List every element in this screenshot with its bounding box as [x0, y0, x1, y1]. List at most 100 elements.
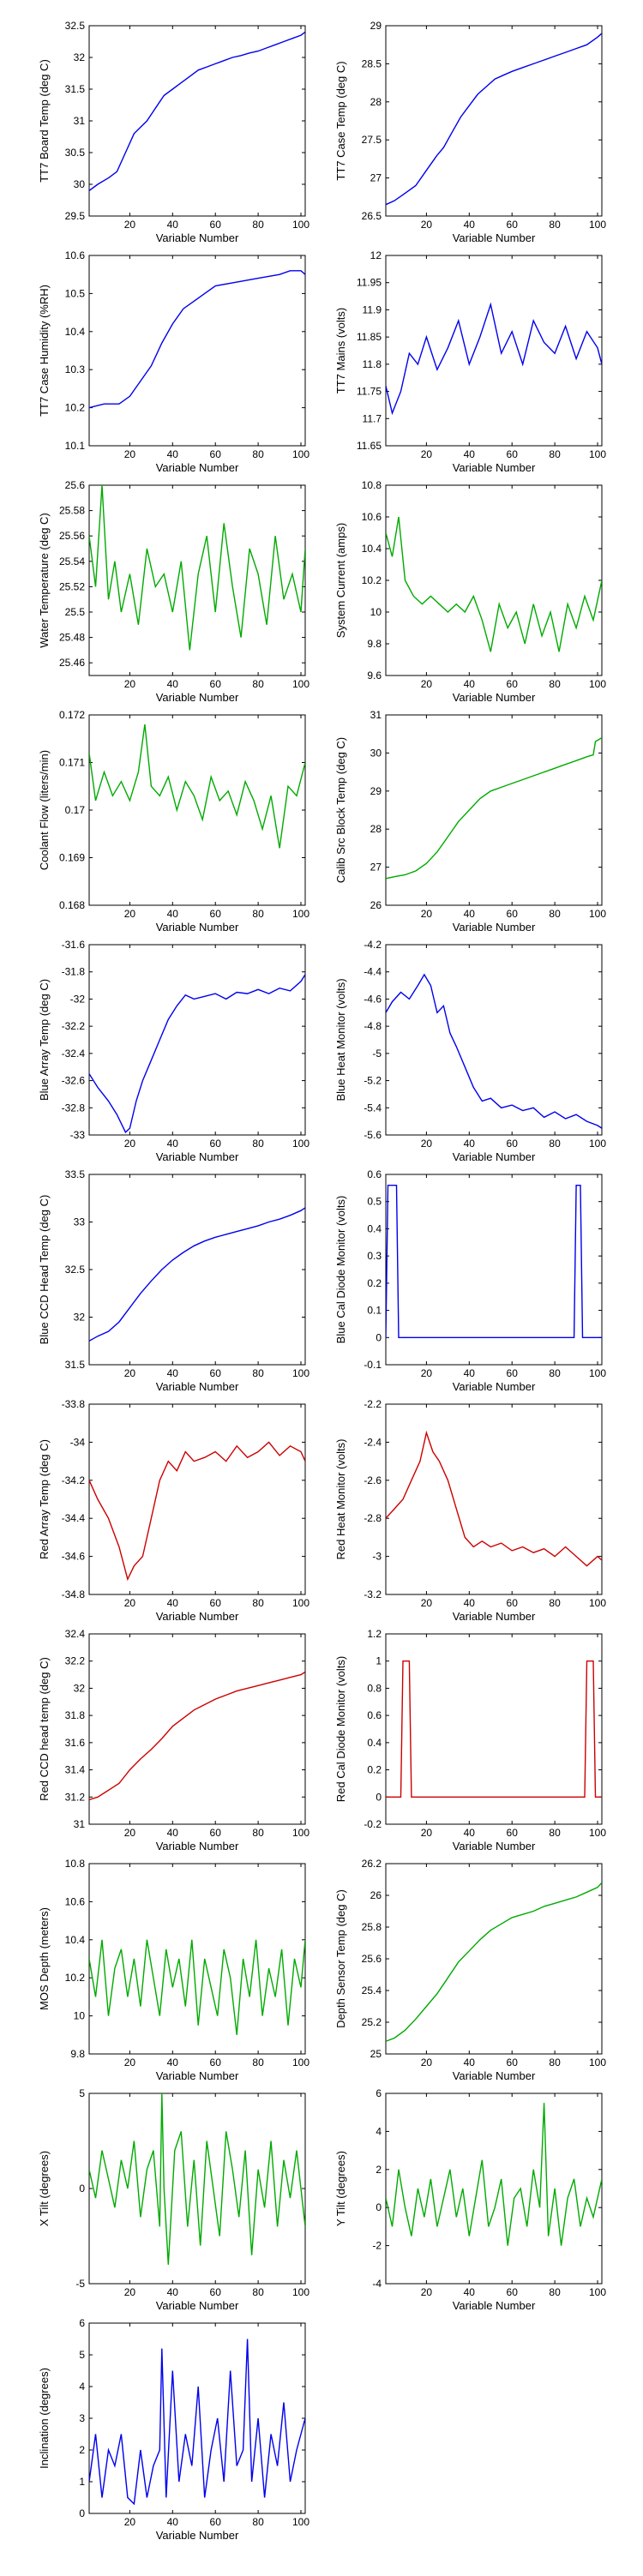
x-tick-label: 40: [167, 1597, 179, 1609]
y-tick-label: 5: [79, 2087, 85, 2099]
x-tick-label: 80: [549, 2057, 561, 2069]
y-tick-label: 11.8: [363, 358, 382, 370]
y-tick-label: 0: [376, 1791, 382, 1803]
y-tick-label: 33.5: [65, 1168, 86, 1180]
x-tick-label: 80: [549, 219, 561, 231]
x-tick-label: 20: [124, 1138, 136, 1150]
x-tick-label: 80: [252, 1138, 264, 1150]
y-axis-label: Red Cal Diode Monitor (volts): [334, 1656, 347, 1803]
chart-panel-9: 20 40 60 80 100 -33 -32.8 -32.6 -32.4 -32.2 -32 -31…: [38, 939, 309, 1163]
y-tick-label: 0.5: [367, 1196, 382, 1208]
y-tick-label: 29.5: [65, 210, 86, 222]
data-line: [89, 724, 305, 849]
x-axis-label: Variable Number: [156, 2069, 239, 2082]
x-tick-label: 40: [464, 1827, 476, 1839]
x-axis-label: Variable Number: [156, 2299, 239, 2312]
plot-frame: [385, 484, 603, 676]
y-tick-label: 0: [376, 1331, 382, 1343]
x-tick-label: 20: [421, 2057, 433, 2069]
x-tick-label: 100: [589, 1827, 606, 1839]
chart-panel-18: 20 40 60 80 100 25 25.2 25.4 25.6 25.8 26 26.2 Varia…: [334, 1858, 606, 2082]
y-tick-label: -4.2: [364, 939, 382, 951]
y-tick-label: 31: [74, 1818, 86, 1830]
x-tick-label: 20: [124, 448, 136, 460]
y-tick-label: 3: [79, 2412, 85, 2424]
y-tick-label: -5.6: [364, 1129, 382, 1141]
plot-frame: [88, 25, 306, 217]
y-tick-label: 25.8: [362, 1921, 382, 1933]
chart-panel-16: 20 40 60 80 100 -0.2 0 0.2 0.4 0.6 0.8 1 1.2 Variable…: [334, 1628, 606, 1852]
data-line: [386, 1430, 602, 1567]
y-tick-label: 25: [370, 2048, 382, 2060]
x-tick-label: 80: [549, 1367, 561, 1379]
y-axis-label: Red Heat Monitor (volts): [334, 1439, 347, 1560]
y-tick-label: 32: [74, 1682, 86, 1694]
x-axis-label: Variable Number: [453, 1150, 536, 1163]
y-tick-label: 0: [79, 2507, 85, 2519]
x-axis-label: Variable Number: [156, 921, 239, 934]
x-tick-label: 40: [167, 1367, 179, 1379]
x-tick-label: 60: [507, 908, 519, 920]
y-tick-label: 25.52: [59, 580, 85, 592]
chart-panel-1: 20 40 60 80 100 29.5 30 30.5 31 31.5 32 32.5 Variabl…: [38, 20, 309, 244]
x-axis-label: Variable Number: [453, 1610, 536, 1623]
y-tick-label: 9.6: [367, 670, 382, 682]
data-line: [386, 302, 602, 416]
y-tick-label: 1: [376, 1655, 382, 1667]
y-tick-label: 32.4: [65, 1628, 86, 1640]
x-tick-label: 100: [292, 1367, 309, 1379]
x-tick-label: 40: [464, 2057, 476, 2069]
y-tick-label: 11.85: [357, 331, 382, 343]
x-tick-label: 20: [421, 1597, 433, 1609]
x-tick-label: 60: [507, 1367, 519, 1379]
y-tick-label: -4.6: [364, 993, 382, 1005]
x-tick-label: 20: [421, 1367, 433, 1379]
y-tick-label: 10: [370, 606, 382, 618]
x-axis-label: Variable Number: [156, 691, 239, 704]
y-tick-label: -4.4: [364, 966, 382, 978]
y-axis-label: Red CCD head temp (deg C): [38, 1657, 51, 1801]
x-tick-label: 100: [589, 1138, 606, 1150]
y-tick-label: -5: [372, 1048, 382, 1060]
y-tick-label: -32.6: [62, 1075, 86, 1087]
data-line: [89, 485, 305, 651]
y-tick-label: 10.6: [362, 511, 382, 523]
y-tick-label: 0: [79, 2183, 85, 2195]
x-tick-label: 100: [292, 2286, 309, 2298]
y-tick-label: 25.2: [362, 2016, 382, 2028]
y-axis-label: TT7 Case Temp (deg C): [334, 61, 347, 180]
y-tick-label: 32.5: [65, 1264, 86, 1276]
y-tick-label: 0.6: [367, 1168, 382, 1180]
y-tick-label: 31: [74, 115, 86, 127]
y-tick-label: -2.6: [364, 1474, 382, 1486]
x-axis-label: Variable Number: [156, 1840, 239, 1852]
chart-panel-19: 20 40 60 80 100 -5 0 5 Variable Number X Tilt (de…: [38, 2087, 309, 2312]
y-tick-label: 27: [370, 862, 382, 874]
y-tick-label: 10.4: [65, 1934, 86, 1946]
y-tick-label: -3.2: [364, 1588, 382, 1600]
x-tick-label: 60: [210, 448, 222, 460]
x-tick-label: 60: [210, 2516, 222, 2528]
x-tick-label: 100: [589, 1597, 606, 1609]
x-tick-label: 20: [124, 2516, 136, 2528]
x-tick-label: 80: [252, 908, 264, 920]
y-tick-label: 25.6: [362, 1953, 382, 1965]
y-tick-label: 0.2: [367, 1764, 382, 1776]
y-axis-label: Red Array Temp (deg C): [38, 1439, 51, 1559]
data-line: [89, 974, 305, 1133]
plot-frame: [88, 1633, 306, 1825]
y-tick-label: 9.8: [367, 638, 382, 650]
x-tick-label: 40: [464, 1597, 476, 1609]
x-tick-label: 80: [549, 678, 561, 690]
x-tick-label: 80: [549, 448, 561, 460]
y-tick-label: 2: [79, 2444, 85, 2456]
y-tick-label: 10.2: [362, 574, 382, 586]
x-tick-label: 80: [252, 448, 264, 460]
y-tick-label: 9.8: [70, 2048, 85, 2060]
y-tick-label: -33.8: [62, 1398, 86, 1410]
x-tick-label: 100: [589, 1367, 606, 1379]
y-tick-label: 12: [370, 249, 382, 261]
y-tick-label: -4.8: [364, 1020, 382, 1032]
x-tick-label: 20: [124, 1597, 136, 1609]
x-axis-label: Variable Number: [453, 231, 536, 244]
